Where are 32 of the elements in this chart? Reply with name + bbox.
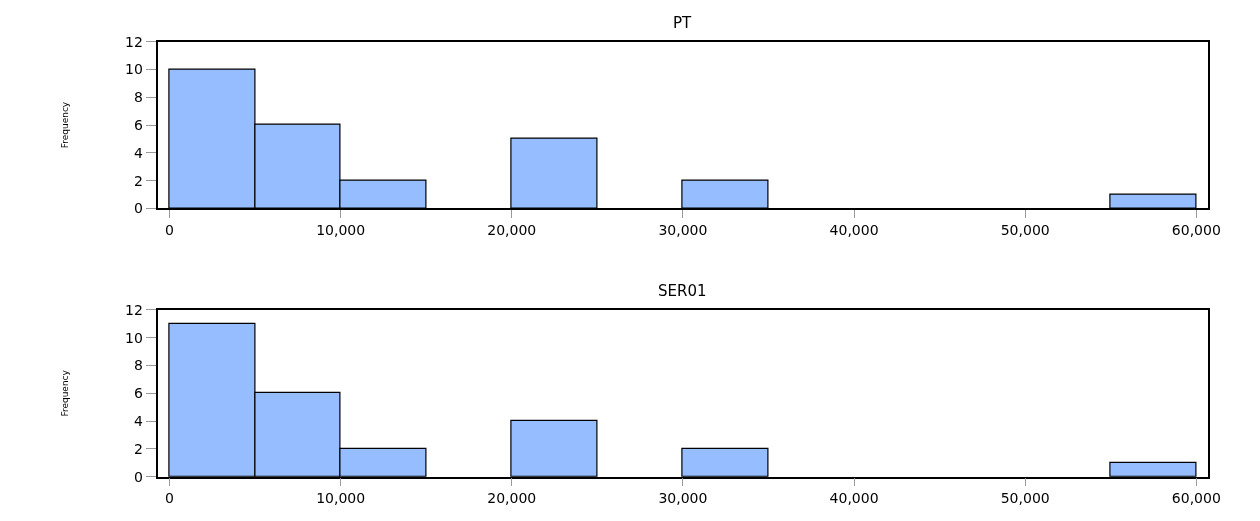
y-tick-label: 12 — [125, 33, 143, 50]
y-tick-label: 4 — [134, 144, 144, 161]
x-tick-label: 40,000 — [829, 221, 879, 238]
y-tick-label: 10 — [125, 61, 143, 78]
x-tick-label: 20,000 — [487, 490, 537, 507]
x-tick-label: 0 — [165, 221, 174, 238]
y-tick-label: 4 — [134, 413, 144, 430]
y-tick-label: 10 — [125, 329, 143, 346]
y-tick-label: 2 — [134, 172, 143, 189]
y-tick-label: 8 — [134, 89, 143, 106]
x-tick-label: 60,000 — [1171, 490, 1221, 507]
chart-title: PT — [673, 14, 693, 32]
x-tick-label: 50,000 — [1000, 221, 1050, 238]
x-tick-label: 10,000 — [316, 221, 366, 238]
x-tick-label: 60,000 — [1171, 221, 1221, 238]
x-tick-label: 30,000 — [658, 490, 708, 507]
y-tick-label: 6 — [134, 385, 144, 402]
y-tick-label: 2 — [134, 440, 143, 457]
y-tick-label: 0 — [134, 468, 143, 485]
x-tick-label: 50,000 — [1000, 490, 1050, 507]
y-tick-label: 0 — [134, 200, 143, 217]
x-tick-label: 0 — [165, 490, 174, 507]
y-tick-label: 8 — [134, 357, 143, 374]
y-axis-title: Frequency — [59, 101, 70, 149]
x-tick-label: 20,000 — [487, 221, 537, 238]
x-tick-label: 10,000 — [316, 490, 366, 507]
x-tick-label: 30,000 — [658, 221, 708, 238]
y-axis-title: Frequency — [59, 369, 70, 417]
x-tick-label: 40,000 — [829, 490, 879, 507]
chart-title: SER01 — [658, 282, 707, 300]
y-tick-label: 6 — [134, 116, 144, 133]
y-tick-label: 12 — [125, 301, 143, 318]
